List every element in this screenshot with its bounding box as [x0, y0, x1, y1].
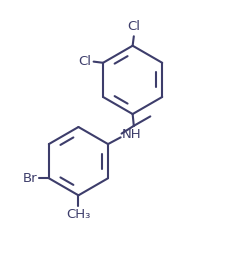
Text: NH: NH	[122, 128, 141, 141]
Text: Br: Br	[23, 172, 37, 185]
Text: Cl: Cl	[78, 55, 91, 68]
Text: Cl: Cl	[127, 20, 140, 33]
Text: CH₃: CH₃	[66, 208, 91, 221]
